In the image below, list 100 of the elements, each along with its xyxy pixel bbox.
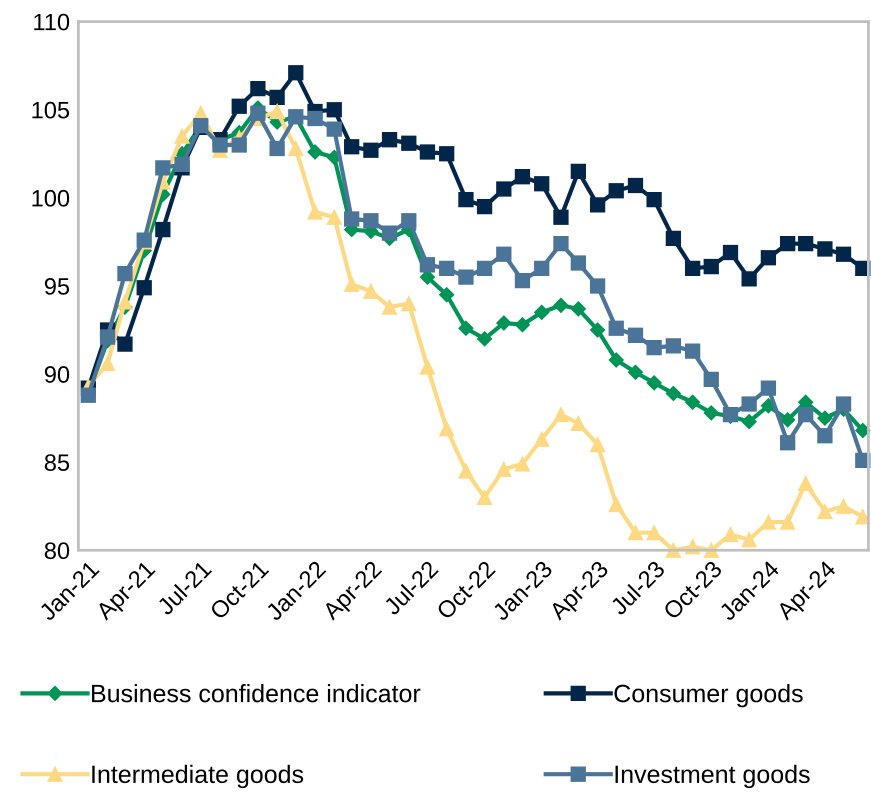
point xyxy=(363,284,379,299)
point xyxy=(608,496,624,512)
point xyxy=(798,236,814,252)
point xyxy=(855,422,870,438)
y-tick-label: 105 xyxy=(32,102,70,119)
point xyxy=(534,260,550,276)
point xyxy=(382,299,398,315)
point xyxy=(326,102,342,118)
point xyxy=(628,328,644,343)
point xyxy=(439,260,454,276)
point xyxy=(704,372,719,387)
y-tick-label: 85 xyxy=(44,454,70,471)
point xyxy=(666,386,681,402)
point xyxy=(742,396,757,412)
point xyxy=(420,257,436,272)
point xyxy=(401,296,416,312)
point xyxy=(496,315,512,331)
point xyxy=(344,139,360,154)
point xyxy=(684,260,700,276)
point xyxy=(476,199,492,214)
point xyxy=(136,280,152,296)
point xyxy=(117,294,133,310)
point xyxy=(363,213,379,228)
point xyxy=(570,255,586,271)
point xyxy=(722,244,738,260)
point xyxy=(458,320,474,336)
point xyxy=(288,140,304,156)
point xyxy=(363,142,379,158)
point xyxy=(742,271,757,287)
point xyxy=(155,222,170,238)
point xyxy=(780,435,796,450)
point xyxy=(439,287,454,302)
y-tick-label: 110 xyxy=(34,14,70,30)
point xyxy=(742,414,757,430)
point xyxy=(780,236,796,252)
legend-label: Investment goods xyxy=(616,764,810,788)
point xyxy=(553,406,569,422)
point xyxy=(382,225,398,241)
point xyxy=(326,121,342,137)
point xyxy=(646,375,662,390)
point xyxy=(722,526,738,542)
point xyxy=(100,356,116,372)
point xyxy=(382,132,398,148)
point xyxy=(590,197,606,213)
point xyxy=(798,476,814,491)
point xyxy=(514,317,530,332)
point xyxy=(232,137,247,153)
point xyxy=(685,394,700,410)
point xyxy=(553,236,569,252)
point xyxy=(307,144,323,160)
point xyxy=(666,338,682,354)
point xyxy=(476,260,492,276)
point xyxy=(514,273,530,288)
point xyxy=(590,278,606,294)
point xyxy=(232,98,247,114)
point xyxy=(836,396,852,412)
y-tick-label: 80 xyxy=(44,542,70,560)
point xyxy=(666,230,682,246)
point xyxy=(590,322,606,338)
point xyxy=(590,436,606,452)
point xyxy=(458,192,474,208)
point xyxy=(117,336,133,352)
point xyxy=(684,344,700,359)
point xyxy=(458,463,474,479)
point xyxy=(401,213,416,228)
point xyxy=(420,144,436,160)
point xyxy=(439,146,454,162)
point xyxy=(817,410,832,426)
point xyxy=(570,164,586,180)
point xyxy=(855,509,870,524)
point xyxy=(100,329,116,345)
point xyxy=(534,432,550,447)
point xyxy=(836,498,852,514)
point xyxy=(780,514,796,530)
point xyxy=(646,340,662,356)
point xyxy=(401,136,416,151)
point xyxy=(760,250,776,266)
point xyxy=(174,156,190,172)
point xyxy=(250,106,266,121)
point xyxy=(269,90,285,106)
y-tick-label: 95 xyxy=(44,278,70,295)
point xyxy=(608,352,624,368)
point xyxy=(117,266,133,282)
y-tick-label: 100 xyxy=(32,190,70,207)
point xyxy=(628,525,644,540)
point xyxy=(628,178,644,194)
point xyxy=(704,258,719,274)
point xyxy=(439,421,454,436)
legend-label: Business confidence indicator xyxy=(92,684,420,702)
point xyxy=(553,298,569,313)
point xyxy=(646,192,662,208)
point xyxy=(742,532,757,548)
point xyxy=(155,160,170,176)
point xyxy=(496,462,512,477)
point xyxy=(420,359,436,375)
point xyxy=(344,276,360,292)
point xyxy=(174,128,190,144)
point xyxy=(288,65,304,80)
point xyxy=(780,412,796,428)
point xyxy=(514,456,530,472)
